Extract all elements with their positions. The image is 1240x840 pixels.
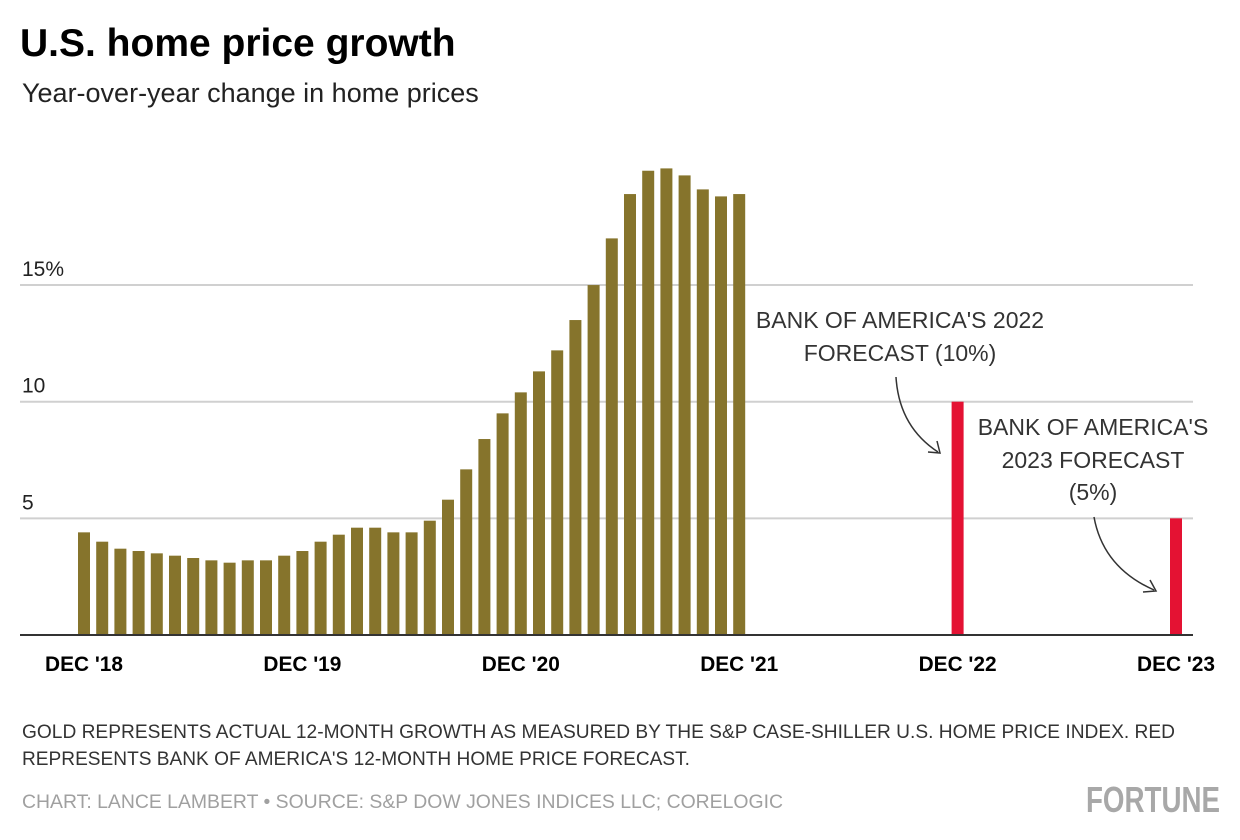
y-axis-labels: 5 10 15% bbox=[22, 258, 64, 514]
bar-actual bbox=[624, 194, 636, 636]
bar-actual bbox=[405, 532, 418, 635]
x-tick-label: DEC '23 bbox=[1137, 653, 1215, 676]
bar-actual bbox=[514, 392, 527, 635]
arrowhead-icon bbox=[1142, 579, 1158, 593]
bar-forecast bbox=[1170, 518, 1182, 635]
bar-actual bbox=[442, 499, 454, 635]
x-tick-label: DEC '21 bbox=[700, 653, 778, 676]
bar-actual bbox=[314, 541, 327, 635]
bar-actual bbox=[114, 548, 127, 635]
annotation-2023-line2: 2023 FORECAST bbox=[1002, 447, 1185, 473]
annotation-2022-line1: BANK OF AMERICA'S 2022 bbox=[756, 307, 1044, 333]
bar-actual bbox=[150, 553, 163, 635]
annotation-2023-line3: (5%) bbox=[1069, 479, 1118, 505]
annotation-2023: BANK OF AMERICA'S 2023 FORECAST (5%) bbox=[978, 414, 1209, 593]
bar-actual bbox=[332, 534, 345, 635]
x-tick-label: DEC '20 bbox=[482, 653, 560, 676]
bar-actual bbox=[78, 532, 90, 635]
bar-actual bbox=[733, 194, 746, 636]
bar-actual bbox=[132, 551, 145, 635]
footnote-line1: GOLD REPRESENTS ACTUAL 12-MONTH GROWTH A… bbox=[22, 722, 1175, 743]
y-tick-label: 10 bbox=[22, 375, 45, 398]
bar-actual bbox=[169, 555, 181, 635]
y-tick-label: 15% bbox=[22, 258, 64, 281]
arrowhead-icon bbox=[927, 440, 941, 454]
bar-actual bbox=[460, 469, 473, 635]
arrow-icon bbox=[895, 376, 939, 453]
bar-actual bbox=[696, 189, 709, 635]
bar-actual bbox=[569, 320, 582, 635]
bar-actual bbox=[642, 170, 655, 635]
x-tick-label: DEC '19 bbox=[263, 653, 341, 676]
y-tick-label: 5 bbox=[22, 491, 34, 514]
bar-actual bbox=[423, 520, 436, 635]
x-axis-labels: DEC '18 DEC '19 DEC '20 DEC '21 DEC '22 DEC '… bbox=[45, 653, 1215, 676]
bars bbox=[78, 168, 1182, 636]
bar-actual bbox=[96, 541, 109, 635]
annotation-2023-line1: BANK OF AMERICA'S bbox=[978, 414, 1209, 440]
footnote-line2: REPRESENTS BANK OF AMERICA'S 12-MONTH HO… bbox=[22, 749, 690, 770]
bar-actual bbox=[296, 551, 309, 635]
bar-actual bbox=[241, 560, 254, 635]
bar-actual bbox=[478, 439, 491, 635]
bar-actual bbox=[587, 285, 600, 635]
bar-actual bbox=[715, 196, 727, 635]
bar-actual bbox=[605, 238, 618, 635]
bar-actual bbox=[205, 560, 218, 635]
source-credit: CHART: LANCE LAMBERT • SOURCE: S&P DOW J… bbox=[22, 792, 783, 813]
chart-title: U.S. home price growth bbox=[20, 22, 456, 65]
bar-actual bbox=[678, 175, 691, 636]
x-tick-label: DEC '18 bbox=[45, 653, 123, 676]
bar-actual bbox=[369, 527, 382, 635]
bar-actual bbox=[351, 527, 363, 635]
bar-actual bbox=[551, 350, 564, 635]
chart-subtitle: Year-over-year change in home prices bbox=[22, 78, 479, 108]
bar-actual bbox=[533, 371, 545, 635]
arrow-icon bbox=[1093, 516, 1155, 591]
bar-actual bbox=[223, 562, 236, 635]
annotation-2022: BANK OF AMERICA'S 2022 FORECAST (10%) bbox=[756, 307, 1044, 454]
bar-actual bbox=[496, 413, 509, 635]
bar-actual bbox=[660, 168, 673, 635]
bar-actual bbox=[260, 560, 272, 635]
bar-actual bbox=[387, 532, 400, 635]
bar-actual bbox=[278, 555, 291, 635]
annotation-2022-line2: FORECAST (10%) bbox=[804, 340, 997, 366]
x-tick-label: DEC '22 bbox=[919, 653, 997, 676]
bar-actual bbox=[187, 558, 200, 635]
bar-forecast bbox=[951, 401, 964, 635]
fortune-logo: FORTUNE bbox=[1086, 779, 1220, 820]
